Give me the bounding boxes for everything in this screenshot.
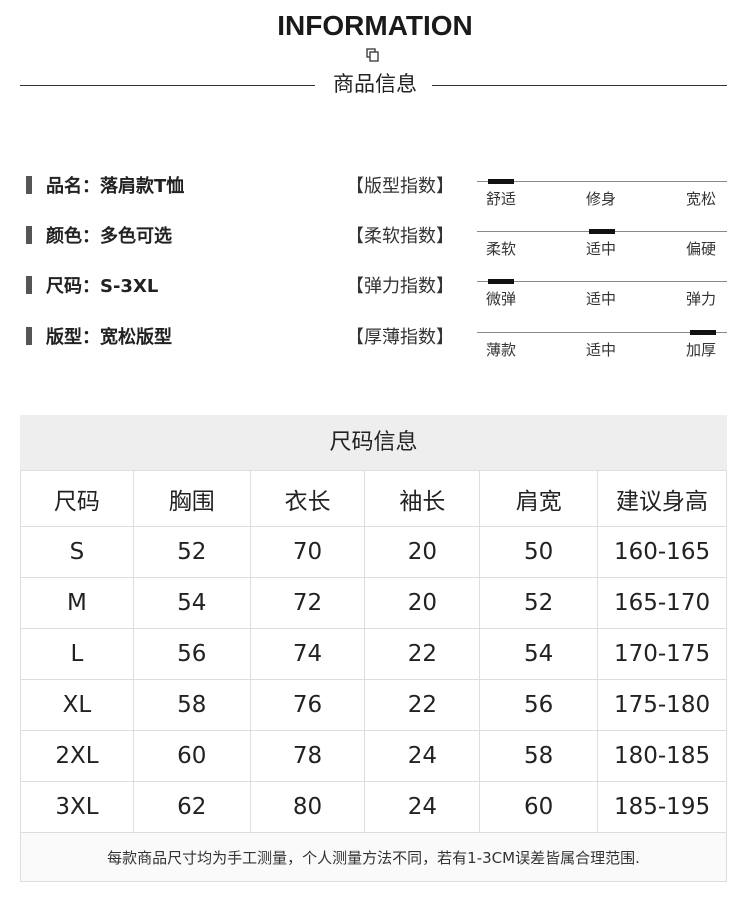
column-header: 肩宽 xyxy=(479,470,599,527)
table-cell: 54 xyxy=(132,577,251,629)
table-cell: 22 xyxy=(364,679,481,731)
table-cell: 160-165 xyxy=(597,526,727,578)
table-cell: 180-185 xyxy=(597,730,727,782)
index-option-label: 偏硬 xyxy=(686,240,717,258)
table-cell: 58 xyxy=(132,679,251,731)
table-cell: 80 xyxy=(249,781,366,833)
table-cell: 72 xyxy=(249,577,366,629)
index-name: 【柔软指数】 xyxy=(346,226,454,247)
index-option-label: 适中 xyxy=(586,341,617,359)
divider-left xyxy=(20,85,315,86)
index-scale xyxy=(477,181,727,182)
index-option-label: 宽松 xyxy=(686,190,717,208)
index-option-label: 弹力 xyxy=(686,290,717,308)
table-cell: 20 xyxy=(364,577,481,629)
table-cell: S xyxy=(20,526,134,578)
attribute-item: 尺码：S-3XL xyxy=(26,273,158,297)
size-note: 每款商品尺寸均为手工测量，个人测量方法不同，若有1-3CM误差皆属合理范围. xyxy=(20,832,727,882)
bullet-bar xyxy=(26,176,32,194)
table-cell: 62 xyxy=(132,781,251,833)
index-option-label: 适中 xyxy=(586,290,617,308)
column-header: 胸围 xyxy=(132,470,251,527)
index-option-label: 舒适 xyxy=(486,190,517,208)
table-row: M 54 72 20 52 165-170 xyxy=(20,577,727,629)
table-cell: 3XL xyxy=(20,781,134,833)
attribute-label: 品名：落肩款T恤 xyxy=(46,176,185,197)
index-marker xyxy=(589,229,615,234)
attribute-label: 版型：宽松版型 xyxy=(46,327,172,348)
index-option-label: 微弹 xyxy=(486,290,517,308)
table-cell: 24 xyxy=(364,730,481,782)
attribute-label: 尺码：S-3XL xyxy=(46,276,159,297)
index-option-label: 柔软 xyxy=(486,240,517,258)
divider-right xyxy=(432,85,727,86)
table-cell: 52 xyxy=(479,577,599,629)
index-option-label: 薄款 xyxy=(486,341,517,359)
table-row: L 56 74 22 54 170-175 xyxy=(20,628,727,680)
table-cell: 58 xyxy=(479,730,599,782)
index-name: 【厚薄指数】 xyxy=(346,327,454,348)
table-cell: 2XL xyxy=(20,730,134,782)
table-cell: 52 xyxy=(132,526,251,578)
copy-squares-icon xyxy=(366,48,379,62)
attribute-item: 版型：宽松版型 xyxy=(26,324,172,348)
table-cell: 70 xyxy=(249,526,366,578)
table-cell: 165-170 xyxy=(597,577,727,629)
table-cell: 185-195 xyxy=(597,781,727,833)
table-row: S 52 70 20 50 160-165 xyxy=(20,526,727,578)
column-header: 建议身高 xyxy=(597,470,727,527)
table-cell: 56 xyxy=(132,628,251,680)
table-cell: 20 xyxy=(364,526,481,578)
size-table: 尺码 胸围 衣长 袖长 肩宽 建议身高 S 52 70 20 50 160-165 M 54 72 20 52 1… xyxy=(20,470,727,833)
index-option-label: 加厚 xyxy=(686,341,717,359)
index-name: 【版型指数】 xyxy=(346,176,454,197)
table-cell: L xyxy=(20,628,134,680)
bullet-bar xyxy=(26,226,32,244)
table-header-row: 尺码 胸围 衣长 袖长 肩宽 建议身高 xyxy=(20,470,727,527)
table-cell: 175-180 xyxy=(597,679,727,731)
attribute-item: 品名：落肩款T恤 xyxy=(26,173,184,197)
index-marker xyxy=(488,179,514,184)
section-title: INFORMATION xyxy=(277,10,473,41)
index-name: 【弹力指数】 xyxy=(346,276,454,297)
index-scale xyxy=(477,332,727,333)
table-row: XL 58 76 22 56 175-180 xyxy=(20,679,727,731)
table-cell: M xyxy=(20,577,134,629)
table-cell: 60 xyxy=(132,730,251,782)
index-marker xyxy=(690,330,716,335)
table-row: 3XL 62 80 24 60 185-195 xyxy=(20,781,727,833)
attribute-label: 颜色：多色可选 xyxy=(46,226,172,247)
table-cell: 54 xyxy=(479,628,599,680)
index-scale xyxy=(477,281,727,282)
table-cell: 50 xyxy=(479,526,599,578)
size-table-title: 尺码信息 xyxy=(20,415,727,470)
bullet-bar xyxy=(26,327,32,345)
table-cell: 24 xyxy=(364,781,481,833)
table-row: 2XL 60 78 24 58 180-185 xyxy=(20,730,727,782)
bullet-bar xyxy=(26,276,32,294)
index-option-label: 修身 xyxy=(586,190,617,208)
index-marker xyxy=(488,279,514,284)
table-cell: 76 xyxy=(249,679,366,731)
attribute-item: 颜色：多色可选 xyxy=(26,223,172,247)
column-header: 衣长 xyxy=(249,470,366,527)
table-cell: 22 xyxy=(364,628,481,680)
index-option-label: 适中 xyxy=(586,240,617,258)
table-cell: 56 xyxy=(479,679,599,731)
table-cell: XL xyxy=(20,679,134,731)
section-subtitle: 商品信息 xyxy=(333,72,417,96)
table-cell: 60 xyxy=(479,781,599,833)
table-cell: 74 xyxy=(249,628,366,680)
column-header: 袖长 xyxy=(364,470,481,527)
table-cell: 170-175 xyxy=(597,628,727,680)
column-header: 尺码 xyxy=(20,470,134,527)
table-cell: 78 xyxy=(249,730,366,782)
